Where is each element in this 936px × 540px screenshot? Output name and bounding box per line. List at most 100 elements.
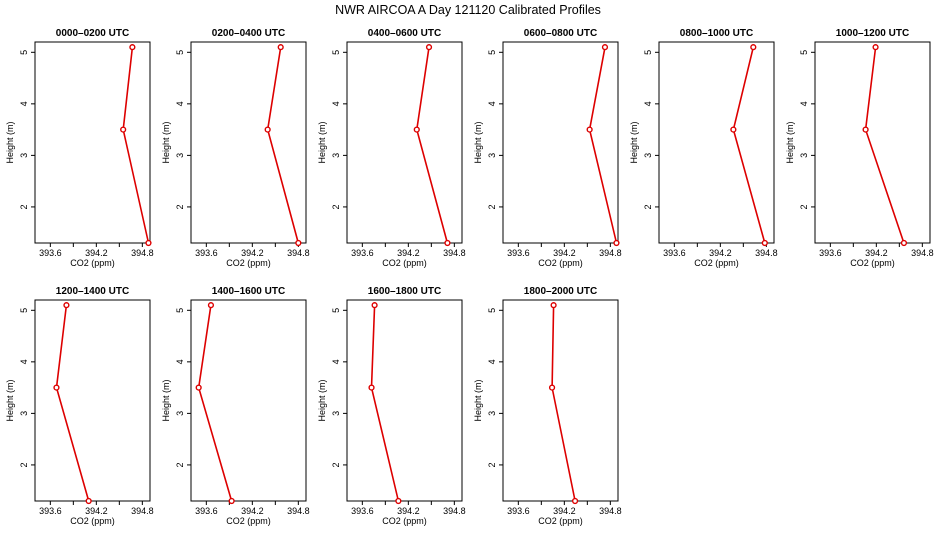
profile-line bbox=[55, 305, 90, 502]
profile-line bbox=[370, 305, 400, 502]
y-tick-label: 2 bbox=[19, 204, 29, 209]
y-tick-label: 3 bbox=[643, 153, 653, 158]
panel-2: 0200–0400 UTC 393.6 394.2 394.8 2 3 4 5 CO2 (ppm… bbox=[161, 28, 310, 268]
x-tick-label: 394.8 bbox=[599, 506, 622, 516]
x-axis-label: CO2 (ppm) bbox=[382, 258, 427, 268]
data-point bbox=[413, 126, 420, 133]
y-axis-label: Height (m) bbox=[161, 379, 171, 421]
y-tick-label: 4 bbox=[331, 101, 341, 106]
data-point bbox=[264, 126, 271, 133]
x-tick-label: 393.6 bbox=[195, 248, 218, 258]
profile-line bbox=[415, 47, 449, 244]
x-axis-label: CO2 (ppm) bbox=[538, 516, 583, 526]
profile-line bbox=[197, 305, 233, 502]
y-tick-label: 5 bbox=[331, 50, 341, 55]
data-point bbox=[295, 239, 302, 247]
panel-title: 1400–1600 UTC bbox=[212, 286, 285, 297]
x-tick-label: 394.8 bbox=[131, 248, 154, 258]
data-point bbox=[730, 126, 737, 133]
x-tick-label: 393.6 bbox=[351, 248, 374, 258]
plot-frame bbox=[814, 41, 931, 244]
x-tick-label: 394.8 bbox=[287, 248, 310, 258]
panel-10: 1800–2000 UTC 393.6 394.2 394.8 2 3 4 5 CO2 (ppm… bbox=[473, 286, 622, 526]
panel-title: 1600–1800 UTC bbox=[368, 286, 441, 297]
x-tick-label: 393.6 bbox=[351, 506, 374, 516]
plot-frame bbox=[346, 41, 463, 244]
x-axis-label: CO2 (ppm) bbox=[538, 258, 583, 268]
y-tick-label: 5 bbox=[331, 308, 341, 313]
y-tick-label: 4 bbox=[643, 101, 653, 106]
panel-title: 0800–1000 UTC bbox=[680, 28, 753, 39]
data-point bbox=[368, 384, 375, 391]
y-tick-label: 2 bbox=[643, 204, 653, 209]
y-tick-label: 3 bbox=[799, 153, 809, 158]
panel-7: 1200–1400 UTC 393.6 394.2 394.8 2 3 4 5 CO2 (ppm… bbox=[5, 286, 154, 526]
data-point bbox=[550, 302, 557, 309]
plot-frame bbox=[346, 299, 463, 502]
y-tick-label: 3 bbox=[19, 153, 29, 158]
x-tick-label: 394.2 bbox=[709, 248, 732, 258]
chart-title: NWR AIRCOA A Day 121120 Calibrated Profi… bbox=[335, 3, 601, 17]
data-point bbox=[548, 384, 556, 391]
data-point bbox=[395, 497, 402, 505]
y-tick-label: 2 bbox=[19, 462, 29, 467]
panel-6: 1000–1200 UTC 393.6 394.2 394.8 2 3 4 5 CO2 (ppm… bbox=[785, 28, 934, 268]
y-axis-label: Height (m) bbox=[473, 379, 483, 421]
y-tick-label: 3 bbox=[331, 411, 341, 416]
data-point bbox=[761, 239, 768, 247]
y-tick-label: 3 bbox=[175, 411, 185, 416]
y-tick-label: 5 bbox=[19, 50, 29, 55]
x-axis-label: CO2 (ppm) bbox=[850, 258, 895, 268]
x-tick-label: 394.2 bbox=[241, 248, 264, 258]
x-tick-label: 393.6 bbox=[39, 506, 62, 516]
x-tick-label: 393.6 bbox=[663, 248, 686, 258]
profile-line bbox=[266, 47, 300, 244]
data-point bbox=[571, 497, 579, 505]
x-tick-label: 394.2 bbox=[85, 248, 108, 258]
data-point bbox=[862, 126, 869, 133]
panel-title: 0200–0400 UTC bbox=[212, 28, 285, 39]
y-tick-label: 4 bbox=[19, 359, 29, 364]
x-tick-label: 393.6 bbox=[195, 506, 218, 516]
panel-title: 0000–0200 UTC bbox=[56, 28, 129, 39]
y-axis-label: Height (m) bbox=[5, 121, 15, 163]
y-axis-label: Height (m) bbox=[629, 121, 639, 163]
data-point bbox=[129, 44, 136, 51]
y-tick-label: 2 bbox=[487, 204, 497, 209]
y-axis-label: Height (m) bbox=[785, 121, 795, 163]
x-tick-label: 394.8 bbox=[599, 248, 622, 258]
y-tick-label: 2 bbox=[175, 462, 185, 467]
x-axis-label: CO2 (ppm) bbox=[382, 516, 427, 526]
x-axis-label: CO2 (ppm) bbox=[70, 258, 115, 268]
data-point bbox=[120, 126, 127, 133]
x-tick-label: 394.2 bbox=[241, 506, 264, 516]
y-tick-label: 5 bbox=[799, 50, 809, 55]
profile-line bbox=[732, 47, 766, 244]
data-point bbox=[900, 239, 908, 247]
y-tick-label: 3 bbox=[19, 411, 29, 416]
panel-title: 1000–1200 UTC bbox=[836, 28, 909, 39]
x-tick-label: 393.6 bbox=[507, 506, 530, 516]
data-point bbox=[750, 44, 757, 51]
y-axis-label: Height (m) bbox=[5, 379, 15, 421]
x-axis-label: CO2 (ppm) bbox=[70, 516, 115, 526]
plot-frame bbox=[34, 41, 151, 244]
data-point bbox=[586, 126, 593, 133]
y-tick-label: 4 bbox=[331, 359, 341, 364]
panel-8: 1400–1600 UTC 393.6 394.2 394.8 2 3 4 5 CO2 (ppm… bbox=[161, 286, 310, 526]
plot-frame bbox=[502, 41, 619, 244]
y-tick-label: 2 bbox=[487, 462, 497, 467]
plot-frame bbox=[658, 41, 775, 244]
y-tick-label: 4 bbox=[799, 101, 809, 106]
x-axis-label: CO2 (ppm) bbox=[226, 258, 271, 268]
x-tick-label: 394.8 bbox=[443, 506, 466, 516]
panel-title: 0400–0600 UTC bbox=[368, 28, 441, 39]
y-tick-label: 4 bbox=[487, 359, 497, 364]
data-point bbox=[85, 497, 92, 505]
x-tick-label: 394.8 bbox=[287, 506, 310, 516]
x-tick-label: 394.8 bbox=[131, 506, 154, 516]
panel-4: 0600–0800 UTC 393.6 394.2 394.8 2 3 4 5 CO2 (ppm… bbox=[473, 28, 622, 268]
data-point bbox=[228, 497, 235, 505]
data-point bbox=[207, 302, 215, 309]
